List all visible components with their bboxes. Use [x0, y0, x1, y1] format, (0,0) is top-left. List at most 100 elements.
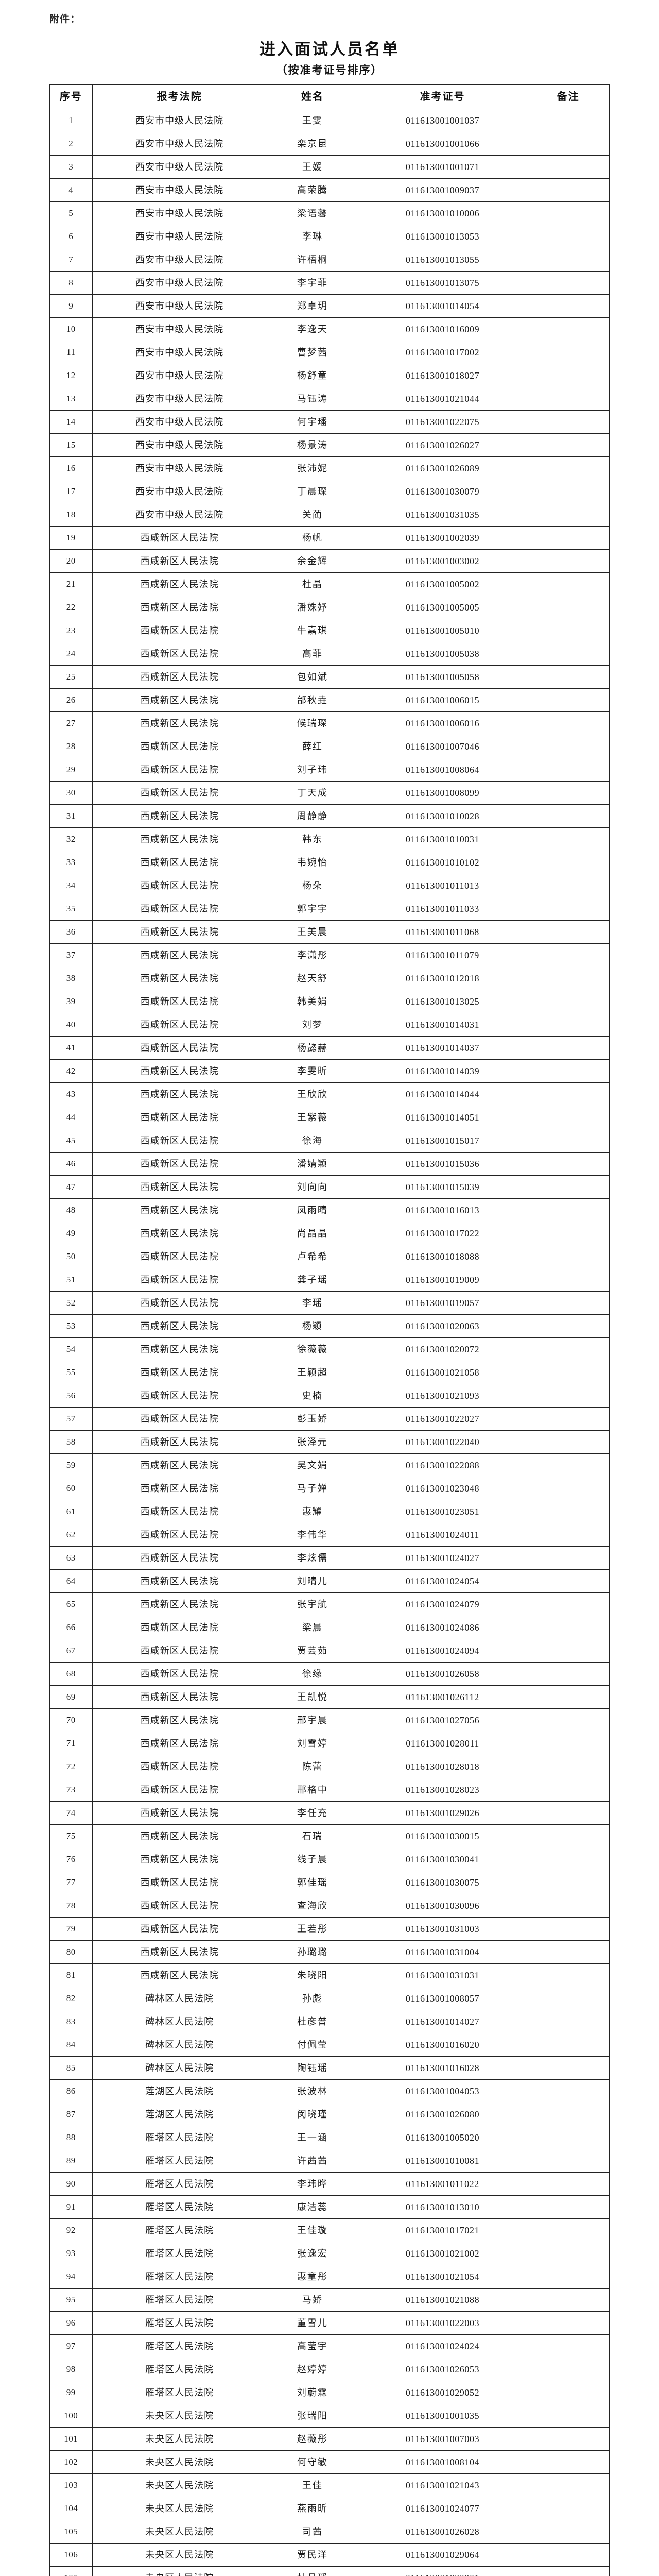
cell-index: 106	[49, 2543, 93, 2567]
cell-court: 西安市中级人民法院	[92, 294, 267, 318]
cell-admit: 011613001006015	[357, 688, 528, 712]
cell-court: 西安市中级人民法院	[92, 224, 267, 248]
table-row: 52 西咸新区人民法院 李瑶 011613001019057	[49, 1291, 610, 1315]
table-row: 2 西安市中级人民法院 栾京昆 011613001001066	[49, 131, 610, 156]
cell-remark	[527, 224, 610, 248]
cell-court: 西咸新区人民法院	[92, 1012, 267, 1037]
cell-court: 西咸新区人民法院	[92, 526, 267, 550]
cell-admit: 011613001030041	[357, 1847, 528, 1871]
cell-index: 92	[49, 2218, 93, 2242]
cell-admit: 011613001011022	[357, 2172, 528, 2196]
cell-remark	[527, 595, 610, 619]
cell-admit: 011613001024086	[357, 1615, 528, 1639]
cell-court: 西咸新区人民法院	[92, 1059, 267, 1083]
cell-court: 西安市中级人民法院	[92, 340, 267, 364]
table-row: 16 西安市中级人民法院 张沛妮 011613001026089	[49, 456, 610, 480]
cell-admit: 011613001022003	[357, 2311, 528, 2335]
cell-index: 75	[49, 1824, 93, 1848]
cell-remark	[527, 2241, 610, 2265]
cell-index: 38	[49, 966, 93, 990]
column-header-court: 报考法院	[92, 84, 267, 109]
cell-name: 李琳	[266, 224, 358, 248]
table-row: 13 西安市中级人民法院 马钰涛 011613001021044	[49, 386, 610, 411]
cell-remark	[527, 2334, 610, 2358]
cell-court: 西咸新区人民法院	[92, 1036, 267, 1060]
cell-name: 韩美娟	[266, 989, 358, 1013]
cell-court: 未央区人民法院	[92, 2473, 267, 2497]
cell-index: 43	[49, 1082, 93, 1106]
cell-court: 西咸新区人民法院	[92, 1870, 267, 1894]
cell-admit: 011613001006016	[357, 711, 528, 735]
cell-name: 张沛妮	[266, 456, 358, 480]
cell-remark	[527, 1615, 610, 1639]
table-row: 104 未央区人民法院 燕雨昕 011613001024077	[49, 2496, 610, 2520]
cell-court: 西咸新区人民法院	[92, 943, 267, 967]
cell-name: 张瑞阳	[266, 2403, 358, 2428]
cell-admit: 011613001023048	[357, 1476, 528, 1500]
cell-name: 高荣腾	[266, 178, 358, 202]
cell-name: 贾芸茹	[266, 1638, 358, 1663]
cell-admit: 011613001030015	[357, 1824, 528, 1848]
cell-remark	[527, 873, 610, 897]
cell-admit: 011613001024077	[357, 2496, 528, 2520]
cell-name: 吴文娟	[266, 1453, 358, 1477]
cell-name: 康洁蕊	[266, 2195, 358, 2219]
cell-remark	[527, 2287, 610, 2312]
cell-index: 27	[49, 711, 93, 735]
cell-admit: 011613001015039	[357, 1175, 528, 1199]
cell-remark	[527, 2056, 610, 2080]
cell-name: 王美晨	[266, 920, 358, 944]
cell-admit: 011613001028011	[357, 1731, 528, 1755]
cell-remark	[527, 433, 610, 457]
table-row: 94 雁塔区人民法院 惠童彤 011613001021054	[49, 2264, 610, 2289]
cell-admit: 011613001004053	[357, 2079, 528, 2103]
cell-name: 何宇璠	[266, 410, 358, 434]
cell-court: 西咸新区人民法院	[92, 1592, 267, 1616]
cell-index: 48	[49, 1198, 93, 1222]
cell-admit: 011613001003002	[357, 549, 528, 573]
cell-remark	[527, 688, 610, 712]
cell-index: 105	[49, 2519, 93, 2544]
cell-index: 53	[49, 1314, 93, 1338]
table-row: 28 西咸新区人民法院 薛红 011613001007046	[49, 734, 610, 758]
cell-index: 66	[49, 1615, 93, 1639]
table-row: 105 未央区人民法院 司茜 011613001026028	[49, 2519, 610, 2544]
cell-court: 未央区人民法院	[92, 2427, 267, 2451]
cell-court: 碑林区人民法院	[92, 1986, 267, 2010]
cell-name: 朱晓阳	[266, 1963, 358, 1987]
table-row: 33 西咸新区人民法院 韦婉怡 011613001010102	[49, 850, 610, 874]
cell-remark	[527, 1476, 610, 1500]
cell-index: 37	[49, 943, 93, 967]
cell-remark	[527, 1824, 610, 1848]
cell-admit: 011613001011033	[357, 896, 528, 921]
cell-remark	[527, 1059, 610, 1083]
cell-remark	[527, 1012, 610, 1037]
cell-court: 西安市中级人民法院	[92, 108, 267, 132]
cell-court: 西咸新区人民法院	[92, 1314, 267, 1338]
cell-court: 莲湖区人民法院	[92, 2102, 267, 2126]
cell-court: 西咸新区人民法院	[92, 1522, 267, 1547]
cell-index: 17	[49, 479, 93, 503]
cell-court: 西咸新区人民法院	[92, 1963, 267, 1987]
table-row: 42 西咸新区人民法院 李雯昕 011613001014039	[49, 1059, 610, 1083]
cell-court: 西安市中级人民法院	[92, 247, 267, 272]
cell-index: 4	[49, 178, 93, 202]
cell-court: 雁塔区人民法院	[92, 2125, 267, 2149]
cell-remark	[527, 734, 610, 758]
page-title: 进入面试人员名单	[259, 40, 400, 58]
table-row: 56 西咸新区人民法院 史楠 011613001021093	[49, 1383, 610, 1408]
cell-index: 7	[49, 247, 93, 272]
cell-remark	[527, 270, 610, 295]
cell-name: 李瑶	[266, 1291, 358, 1315]
cell-admit: 011613001010031	[357, 827, 528, 851]
table-row: 65 西咸新区人民法院 张宇航 011613001024079	[49, 1592, 610, 1616]
cell-index: 84	[49, 2032, 93, 2057]
cell-name: 梁语馨	[266, 201, 358, 225]
table-row: 72 西咸新区人民法院 陈蕾 011613001028018	[49, 1754, 610, 1778]
table-row: 37 西咸新区人民法院 李潇彤 011613001011079	[49, 943, 610, 967]
cell-name: 丁天成	[266, 781, 358, 805]
cell-name: 张逸宏	[266, 2241, 358, 2265]
cell-admit: 011613001027056	[357, 1708, 528, 1732]
cell-name: 杨舒童	[266, 363, 358, 387]
